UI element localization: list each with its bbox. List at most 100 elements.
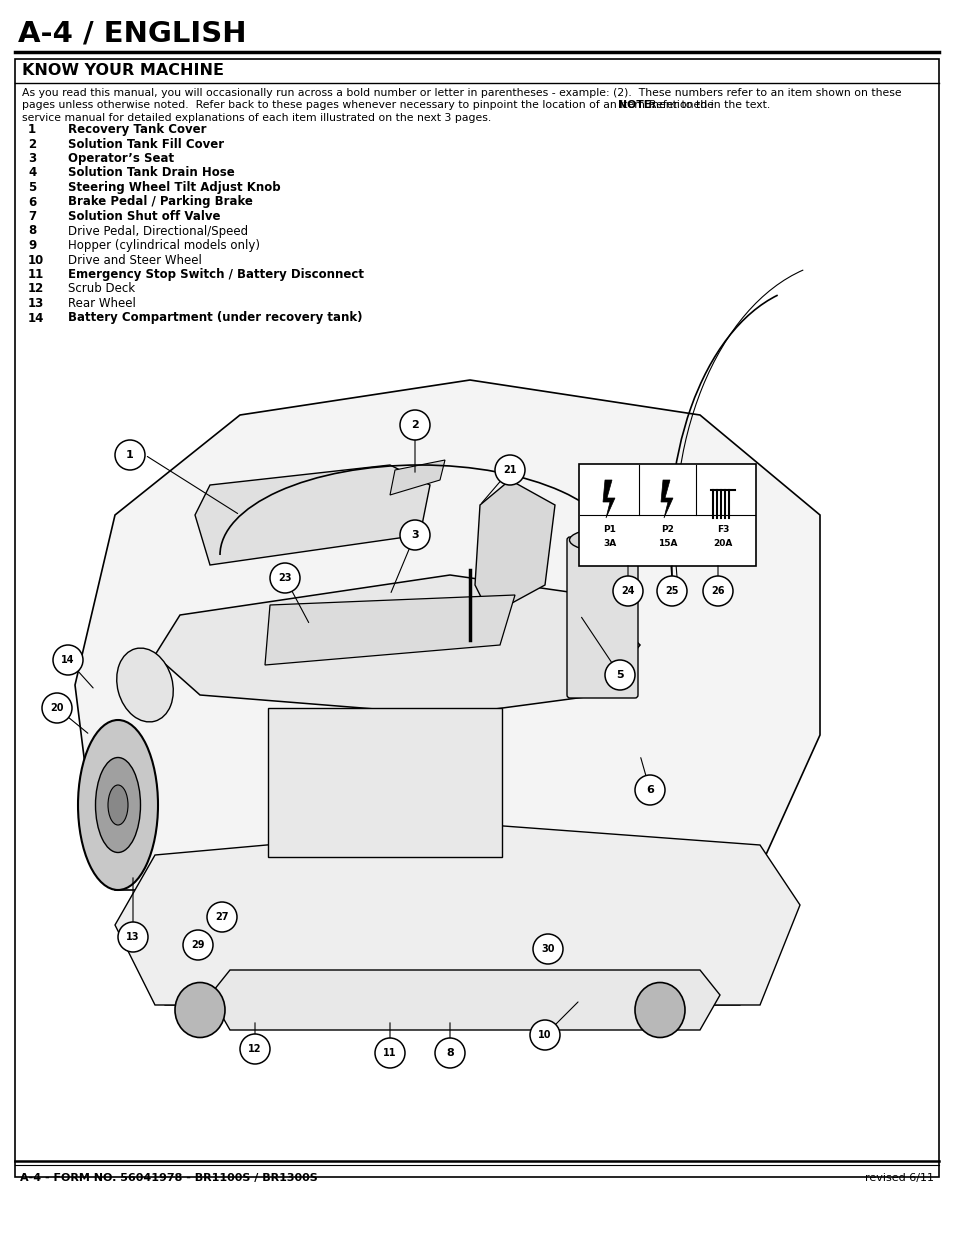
FancyBboxPatch shape bbox=[578, 464, 755, 566]
Text: P2: P2 bbox=[660, 525, 674, 534]
Circle shape bbox=[435, 1037, 464, 1068]
Text: 8: 8 bbox=[28, 225, 36, 237]
Text: 3A: 3A bbox=[602, 538, 616, 548]
Text: 26: 26 bbox=[711, 585, 724, 597]
FancyBboxPatch shape bbox=[268, 708, 501, 857]
Circle shape bbox=[533, 934, 562, 965]
Circle shape bbox=[635, 776, 664, 805]
Text: 3: 3 bbox=[411, 530, 418, 540]
Text: 8: 8 bbox=[446, 1049, 454, 1058]
Text: Solution Tank Fill Cover: Solution Tank Fill Cover bbox=[68, 137, 224, 151]
Text: 21: 21 bbox=[503, 466, 517, 475]
Text: Drive and Steer Wheel: Drive and Steer Wheel bbox=[68, 253, 202, 267]
Text: 23: 23 bbox=[278, 573, 292, 583]
Ellipse shape bbox=[116, 648, 173, 722]
Text: Refer to the: Refer to the bbox=[641, 100, 713, 110]
Polygon shape bbox=[194, 466, 430, 564]
Circle shape bbox=[399, 410, 430, 440]
Circle shape bbox=[530, 1020, 559, 1050]
Text: Battery Compartment (under recovery tank): Battery Compartment (under recovery tank… bbox=[68, 311, 362, 325]
Text: A-4 / ENGLISH: A-4 / ENGLISH bbox=[18, 20, 246, 48]
Polygon shape bbox=[154, 576, 639, 715]
Circle shape bbox=[270, 563, 299, 593]
Ellipse shape bbox=[174, 983, 225, 1037]
Polygon shape bbox=[130, 864, 780, 1005]
Text: 29: 29 bbox=[191, 940, 205, 950]
Text: 25: 25 bbox=[664, 585, 678, 597]
Polygon shape bbox=[390, 459, 444, 495]
Text: 11: 11 bbox=[28, 268, 44, 282]
Text: Drive Pedal, Directional/Speed: Drive Pedal, Directional/Speed bbox=[68, 225, 248, 237]
Ellipse shape bbox=[95, 757, 140, 852]
Text: 2: 2 bbox=[411, 420, 418, 430]
Circle shape bbox=[604, 659, 635, 690]
Text: As you read this manual, you will occasionally run across a bold number or lette: As you read this manual, you will occasi… bbox=[22, 88, 901, 98]
Text: 13: 13 bbox=[126, 932, 139, 942]
Text: 10: 10 bbox=[28, 253, 44, 267]
Polygon shape bbox=[115, 825, 800, 1005]
Text: 14: 14 bbox=[28, 311, 45, 325]
Text: 12: 12 bbox=[28, 283, 44, 295]
Polygon shape bbox=[602, 480, 615, 517]
Text: F3: F3 bbox=[716, 525, 728, 534]
Text: 30: 30 bbox=[540, 944, 554, 953]
Text: 13: 13 bbox=[28, 296, 44, 310]
Text: 20: 20 bbox=[51, 703, 64, 713]
Polygon shape bbox=[75, 380, 820, 890]
Text: 14: 14 bbox=[61, 655, 74, 664]
Text: 6: 6 bbox=[28, 195, 36, 209]
Text: KNOW YOUR MACHINE: KNOW YOUR MACHINE bbox=[22, 63, 224, 78]
Text: P1: P1 bbox=[603, 525, 616, 534]
Text: Solution Tank Drain Hose: Solution Tank Drain Hose bbox=[68, 167, 234, 179]
Text: Emergency Stop Switch / Battery Disconnect: Emergency Stop Switch / Battery Disconne… bbox=[68, 268, 364, 282]
Text: Hopper (cylindrical models only): Hopper (cylindrical models only) bbox=[68, 240, 260, 252]
Text: 5: 5 bbox=[616, 671, 623, 680]
Circle shape bbox=[115, 440, 145, 471]
Text: 11: 11 bbox=[383, 1049, 396, 1058]
Circle shape bbox=[702, 576, 732, 606]
Circle shape bbox=[613, 576, 642, 606]
FancyBboxPatch shape bbox=[566, 537, 638, 698]
Text: 24: 24 bbox=[620, 585, 634, 597]
Polygon shape bbox=[210, 969, 720, 1030]
Text: 12: 12 bbox=[248, 1044, 261, 1053]
Text: Recovery Tank Cover: Recovery Tank Cover bbox=[68, 124, 206, 136]
Polygon shape bbox=[475, 480, 555, 615]
Text: 7: 7 bbox=[28, 210, 36, 224]
Text: Solution Shut off Valve: Solution Shut off Valve bbox=[68, 210, 220, 224]
Text: 10: 10 bbox=[537, 1030, 551, 1040]
Circle shape bbox=[657, 576, 686, 606]
Circle shape bbox=[118, 923, 148, 952]
Text: revised 6/11: revised 6/11 bbox=[864, 1173, 933, 1183]
Circle shape bbox=[495, 454, 524, 485]
Text: 5: 5 bbox=[28, 182, 36, 194]
Text: 2: 2 bbox=[28, 137, 36, 151]
Circle shape bbox=[42, 693, 71, 722]
Text: 27: 27 bbox=[215, 911, 229, 923]
Polygon shape bbox=[660, 480, 672, 517]
Text: 20A: 20A bbox=[713, 538, 732, 548]
Text: 15A: 15A bbox=[658, 538, 677, 548]
Text: Brake Pedal / Parking Brake: Brake Pedal / Parking Brake bbox=[68, 195, 253, 209]
Circle shape bbox=[399, 520, 430, 550]
Text: NOTE:: NOTE: bbox=[617, 100, 655, 110]
Ellipse shape bbox=[108, 785, 128, 825]
Circle shape bbox=[375, 1037, 405, 1068]
Text: pages unless otherwise noted.  Refer back to these pages whenever necessary to p: pages unless otherwise noted. Refer back… bbox=[22, 100, 777, 110]
Text: 1: 1 bbox=[126, 450, 133, 459]
Text: 1: 1 bbox=[28, 124, 36, 136]
Text: Scrub Deck: Scrub Deck bbox=[68, 283, 135, 295]
Text: A-4 - FORM NO. 56041978 - BR1100S / BR1300S: A-4 - FORM NO. 56041978 - BR1100S / BR13… bbox=[20, 1173, 317, 1183]
Polygon shape bbox=[265, 595, 515, 664]
Text: 6: 6 bbox=[645, 785, 653, 795]
Ellipse shape bbox=[635, 983, 684, 1037]
Text: 9: 9 bbox=[28, 240, 36, 252]
Circle shape bbox=[207, 902, 236, 932]
FancyBboxPatch shape bbox=[15, 59, 938, 1177]
Text: service manual for detailed explanations of each item illustrated on the next 3 : service manual for detailed explanations… bbox=[22, 112, 491, 124]
Ellipse shape bbox=[78, 720, 158, 890]
Ellipse shape bbox=[569, 529, 634, 551]
Circle shape bbox=[240, 1034, 270, 1065]
Text: 4: 4 bbox=[28, 167, 36, 179]
Circle shape bbox=[53, 645, 83, 676]
